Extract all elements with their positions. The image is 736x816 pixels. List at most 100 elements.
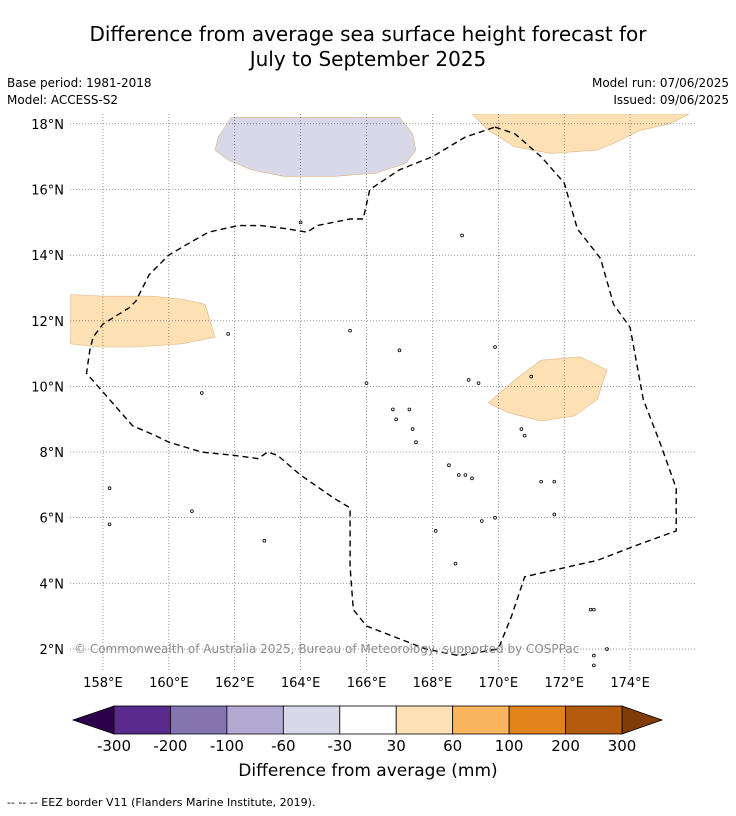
meta-left: Base period: 1981-2018 Model: ACCESS-S2 xyxy=(7,75,152,109)
island-coastline xyxy=(493,345,497,349)
axis-tick-labels: 158°E 160°E 162°E 164°E 166°E 168°E 170°E 172°E… xyxy=(31,118,650,691)
island-coastline xyxy=(476,381,481,385)
colorbar-title: Difference from average (mm) xyxy=(238,761,498,781)
anomaly-region-2 xyxy=(471,114,690,154)
island-coastline xyxy=(107,486,112,490)
model-run: Model run: 07/06/2025 xyxy=(591,76,729,90)
lon-tick-label: 172°E xyxy=(544,676,584,691)
island-coastline xyxy=(529,374,534,379)
colorbar-tick-label: 100 xyxy=(495,737,524,755)
island-coastline xyxy=(394,417,398,422)
anomaly-layer xyxy=(70,114,690,422)
lon-tick-label: 170°E xyxy=(479,676,519,691)
coastline-layer xyxy=(107,220,609,668)
colorbar-tick-label: 300 xyxy=(608,737,637,755)
island-coastline xyxy=(552,512,557,517)
colorbar-segment xyxy=(339,705,397,735)
lat-tick-label: 8°N xyxy=(40,446,65,461)
lon-tick-label: 158°E xyxy=(83,676,123,691)
colorbar-tick-label: 200 xyxy=(551,737,580,755)
lon-tick-label: 166°E xyxy=(347,676,387,691)
lat-tick-label: 16°N xyxy=(31,183,64,198)
title-line-2: July to September 2025 xyxy=(249,47,487,71)
colorbar-tick-label: -200 xyxy=(153,737,187,755)
colorbar-tick-label: -300 xyxy=(97,737,131,755)
map-title: Difference from average sea surface heig… xyxy=(0,22,736,72)
lat-tick-label: 14°N xyxy=(31,249,64,264)
colorbar-segment xyxy=(508,705,566,735)
colorbar-tick-label: 60 xyxy=(443,737,462,755)
island-coastline xyxy=(539,479,543,484)
island-coastline xyxy=(397,348,402,353)
lat-tick-label: 6°N xyxy=(40,512,65,527)
title-line-1: Difference from average sea surface heig… xyxy=(89,22,647,46)
eez-border xyxy=(85,126,677,657)
colorbar-tick-label: -30 xyxy=(328,737,353,755)
island-coastline xyxy=(447,463,451,468)
colorbar-segment xyxy=(395,705,454,735)
colorbar-segment xyxy=(452,705,510,735)
colorbar-segment xyxy=(113,705,171,735)
island-coastline xyxy=(519,427,524,431)
lat-tick-label: 2°N xyxy=(40,643,65,658)
colorbar-segment xyxy=(282,705,341,735)
colorbar-tick-label: 30 xyxy=(387,737,406,755)
island-coastline xyxy=(470,476,474,481)
island-coastline xyxy=(199,391,204,395)
lat-tick-label: 12°N xyxy=(31,315,64,330)
island-coastline xyxy=(552,479,557,484)
lon-tick-label: 160°E xyxy=(149,676,189,691)
island-coastline xyxy=(460,233,464,238)
island-coastline xyxy=(466,378,471,382)
model-name: Model: ACCESS-S2 xyxy=(7,93,119,107)
anomaly-region-4 xyxy=(487,356,608,422)
colorbar-under-arrow xyxy=(71,705,115,735)
meta-right: Model run: 07/06/2025 Issued: 09/06/2025 xyxy=(592,75,729,109)
eez-layer xyxy=(85,126,677,657)
island-coastline xyxy=(433,529,438,533)
island-coastline xyxy=(410,427,415,431)
colorbar-tick-label: -100 xyxy=(210,737,244,755)
copyright-note: © Commonwealth of Australia 2025, Bureau… xyxy=(74,642,579,656)
grid-layer xyxy=(70,114,696,672)
island-coastline xyxy=(522,433,527,438)
island-coastline xyxy=(493,515,497,520)
colorbar-segment xyxy=(565,705,623,735)
island-coastline xyxy=(456,473,461,477)
issued-date: Issued: 09/06/2025 xyxy=(613,93,729,107)
island-coastline xyxy=(414,440,418,445)
island-coastline xyxy=(364,381,369,385)
lat-tick-label: 4°N xyxy=(40,577,65,592)
island-coastline xyxy=(262,538,267,543)
island-coastline xyxy=(592,663,596,668)
colorbar-tick-label: -60 xyxy=(271,737,296,755)
island-coastline xyxy=(226,332,230,336)
lat-tick-label: 18°N xyxy=(31,118,64,133)
island-coastline xyxy=(480,519,484,523)
island-coastline xyxy=(592,607,596,612)
eez-legend-note: -- -- -- EEZ border V11 (Flanders Marine… xyxy=(7,796,316,809)
island-coastline xyxy=(592,653,596,658)
island-coastline xyxy=(463,473,468,477)
colorbar-segment xyxy=(226,705,284,735)
lon-tick-label: 174°E xyxy=(610,676,650,691)
island-coastline xyxy=(588,607,593,612)
island-coastline xyxy=(298,220,303,225)
island-coastline xyxy=(453,561,458,566)
colorbar: -300 -200 -100 -60 -30 30 60 100 200 300 xyxy=(71,705,664,755)
island-coastline xyxy=(107,522,112,527)
island-coastline xyxy=(348,328,352,333)
island-coastline xyxy=(407,407,412,412)
anomaly-region-1 xyxy=(214,117,417,177)
island-coastline xyxy=(605,647,609,651)
island-coastline xyxy=(190,509,194,513)
lon-tick-label: 162°E xyxy=(215,676,255,691)
colorbar-segment xyxy=(170,705,228,735)
base-period: Base period: 1981-2018 xyxy=(7,76,152,90)
colorbar-over-arrow xyxy=(621,705,664,735)
lon-tick-label: 168°E xyxy=(413,676,453,691)
lat-tick-label: 10°N xyxy=(31,380,64,395)
lon-tick-label: 164°E xyxy=(281,676,321,691)
island-coastline xyxy=(391,407,395,412)
